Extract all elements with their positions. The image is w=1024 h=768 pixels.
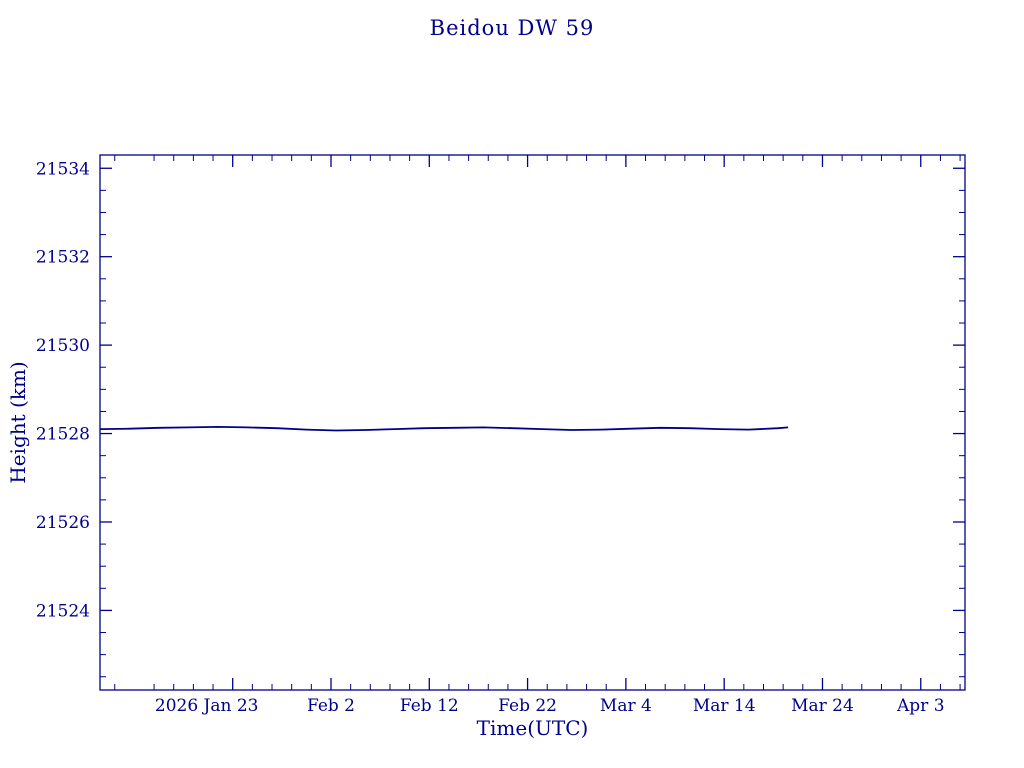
x-tick-label: Feb 12	[400, 696, 459, 716]
x-tick-label: Feb 2	[307, 696, 355, 716]
y-tick-label: 21532	[36, 248, 90, 268]
plot-frame	[99, 154, 966, 691]
chart-title: Beidou DW 59	[429, 16, 595, 40]
x-tick-label: Mar 14	[693, 696, 756, 716]
y-tick-label: 21534	[36, 159, 90, 179]
y-tick-label: 21530	[36, 336, 90, 356]
x-tick-label: Apr 3	[896, 696, 945, 716]
x-tick-label: Mar 4	[600, 696, 652, 716]
x-tick-label: 2026 Jan 23	[155, 696, 259, 716]
y-tick-label: 21524	[36, 601, 90, 621]
y-tick-label: 21528	[36, 425, 90, 445]
height-series-line	[99, 425, 789, 432]
x-tick-label: Feb 22	[498, 696, 557, 716]
x-axis-label: Time(UTC)	[476, 716, 589, 740]
x-tick-label: Mar 24	[791, 696, 854, 716]
y-tick-label: 21526	[36, 513, 90, 533]
